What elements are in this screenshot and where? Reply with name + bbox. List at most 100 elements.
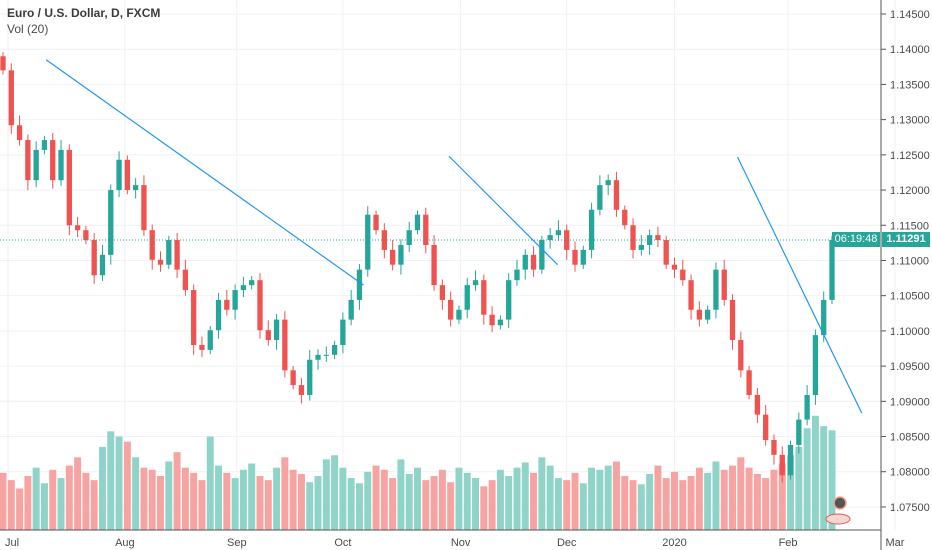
candle-body — [804, 394, 810, 420]
candle-body — [157, 259, 164, 265]
candle-body — [348, 299, 354, 320]
economic-event-flag-icon — [825, 513, 851, 525]
volume-bar — [596, 469, 604, 530]
y-tick-label: 1.08500 — [890, 432, 930, 444]
volume-bar — [40, 483, 48, 530]
volume-bar — [770, 469, 778, 530]
volume-bar — [787, 455, 795, 530]
x-tick-label: Aug — [115, 537, 135, 549]
candle-body — [522, 254, 528, 270]
candle-body — [265, 330, 271, 341]
volume-bar — [331, 455, 339, 530]
y-tick-label: 1.12500 — [890, 150, 930, 162]
volume-bar — [223, 472, 231, 530]
candle-body — [323, 354, 329, 356]
volume-bar — [438, 469, 446, 530]
candle-body — [588, 209, 595, 250]
volume-bar — [472, 478, 480, 530]
volume-bar — [513, 467, 521, 530]
volume-bar — [720, 469, 728, 530]
candle-body — [232, 290, 238, 310]
volume-bar — [737, 457, 745, 530]
candle-body — [779, 454, 785, 476]
volume-bar — [704, 472, 712, 530]
volume-bar — [795, 446, 803, 530]
volume-bar — [98, 446, 106, 530]
candle-body — [423, 214, 429, 245]
candle-body — [16, 125, 23, 141]
candle-body — [704, 309, 711, 320]
trendline — [45, 59, 364, 286]
candle-body — [580, 249, 586, 265]
volume-bar — [32, 467, 40, 530]
volume-bar — [521, 462, 529, 530]
candle-body — [406, 230, 412, 245]
candle-body — [646, 235, 653, 245]
candle-body — [821, 299, 827, 336]
volume-bar — [811, 415, 819, 530]
candle-body — [613, 180, 620, 210]
volume-bar — [7, 480, 15, 530]
volume-bar — [165, 461, 173, 530]
candle-body — [481, 280, 487, 315]
volume-bar — [579, 483, 587, 530]
x-tick-label: Jul — [5, 537, 19, 549]
candle-body — [398, 244, 404, 265]
volume-bar — [530, 472, 538, 530]
candle-body — [713, 269, 719, 310]
volume-bar — [239, 469, 247, 530]
candle-body — [489, 314, 495, 326]
volume-bar — [571, 472, 579, 530]
volume-bar — [662, 478, 670, 530]
volume-bar — [297, 473, 305, 530]
candle-body — [199, 344, 205, 350]
candle-body — [630, 225, 636, 250]
x-tick-label: Sep — [227, 537, 247, 549]
candle-body — [812, 335, 819, 395]
volume-bar — [281, 457, 289, 530]
volume-bar — [339, 467, 347, 530]
candle-body — [290, 370, 296, 386]
volume-bar — [157, 476, 164, 530]
candle-body — [365, 214, 371, 270]
volume-bar — [364, 471, 372, 530]
candle-body — [8, 70, 14, 126]
earnings-event-icon — [833, 496, 847, 510]
x-tick-label: 2020 — [662, 537, 686, 549]
candle-body — [688, 280, 694, 310]
candle-body — [224, 299, 230, 310]
candle-body — [207, 330, 213, 350]
volume-bar — [430, 476, 438, 530]
candle-body — [41, 140, 48, 150]
y-tick-label: 1.11500 — [890, 220, 929, 232]
volume-bar — [828, 430, 836, 530]
volume-indicator-label[interactable]: Vol (20) — [7, 22, 49, 36]
volume-bar — [488, 480, 496, 530]
y-tick-label: 1.13000 — [890, 115, 930, 127]
volume-bar — [480, 486, 488, 530]
volume-bar — [803, 428, 811, 530]
candle-body — [340, 319, 346, 345]
candle-body — [680, 269, 686, 281]
candle-body — [249, 280, 255, 286]
candle-body — [182, 269, 189, 291]
volume-bar — [306, 482, 314, 530]
volume-bar — [190, 472, 198, 530]
candle-body — [66, 149, 72, 226]
volume-bar — [215, 465, 223, 530]
candle-body — [729, 299, 736, 341]
candle-body — [448, 299, 454, 320]
candle-body — [671, 264, 678, 270]
candle-body — [439, 285, 446, 300]
candle-body — [174, 240, 180, 270]
candle-body — [132, 185, 139, 191]
y-tick-label: 1.09500 — [890, 361, 930, 373]
candle-body — [298, 385, 305, 395]
symbol-title[interactable]: Euro / U.S. Dollar, D, FXCM — [7, 6, 161, 20]
volume-bar — [107, 431, 115, 530]
volume-bar — [140, 467, 148, 530]
volume-bar — [588, 467, 596, 530]
volume-bar — [637, 484, 645, 530]
candle-body — [721, 269, 727, 300]
